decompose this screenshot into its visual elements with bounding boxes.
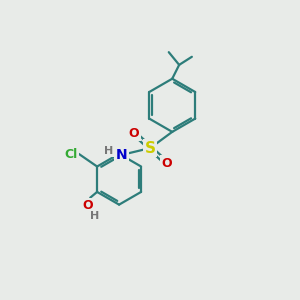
Text: Cl: Cl [64,148,77,161]
Text: S: S [145,140,156,155]
Text: H: H [90,211,100,221]
Text: N: N [116,148,127,162]
Text: O: O [129,127,140,140]
Text: O: O [82,199,93,212]
Text: H: H [104,146,113,156]
Text: O: O [161,157,172,169]
